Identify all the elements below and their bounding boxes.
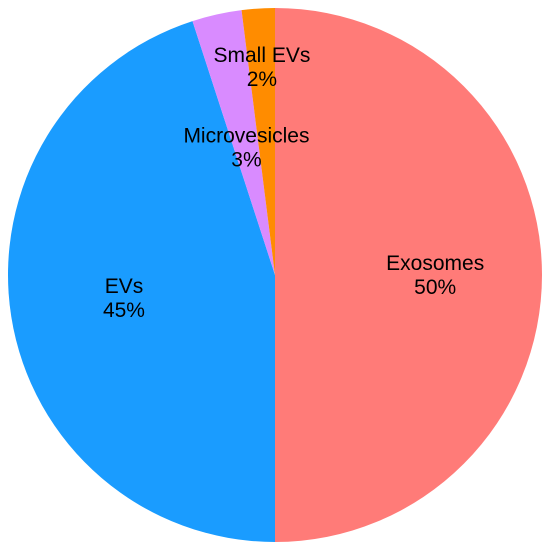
pie-slice-exosomes	[275, 8, 542, 542]
slice-label-evs: EVs	[105, 275, 144, 298]
pie-slice-microvesicles	[192, 10, 275, 275]
slice-label-small-evs: Small EVs	[213, 44, 310, 67]
slice-value-evs: 45%	[103, 299, 145, 322]
slice-value-small-evs: 2%	[247, 68, 277, 91]
slice-value-exosomes: 50%	[414, 276, 456, 299]
pie-slices	[8, 8, 542, 542]
pie-slice-small-evs	[241, 8, 275, 275]
slice-value-microvesicles: 3%	[231, 148, 261, 171]
pie-slice-evs	[8, 21, 275, 542]
slice-label-exosomes: Exosomes	[386, 252, 484, 275]
slice-label-microvesicles: Microvesicles	[183, 124, 309, 147]
